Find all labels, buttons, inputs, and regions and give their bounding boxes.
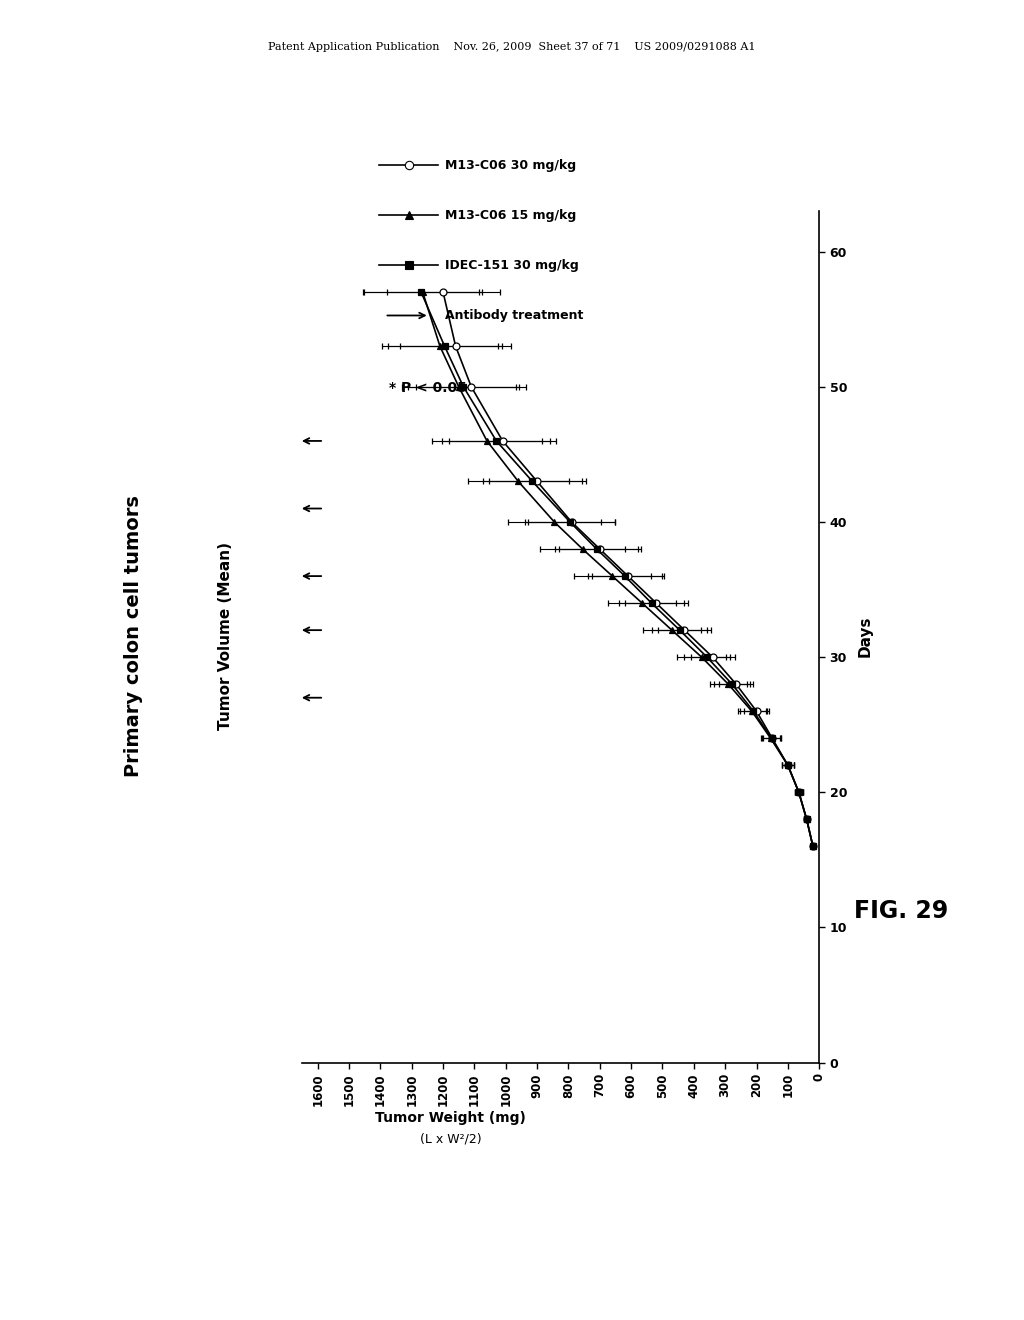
Text: M13-C06 15 mg/kg: M13-C06 15 mg/kg: [445, 209, 577, 222]
Text: Antibody treatment: Antibody treatment: [445, 309, 584, 322]
Text: (L x W²/2): (L x W²/2): [420, 1133, 481, 1146]
Text: IDEC-151 30 mg/kg: IDEC-151 30 mg/kg: [445, 259, 580, 272]
Text: * P < 0.05: * P < 0.05: [389, 381, 467, 395]
Text: FIG. 29: FIG. 29: [854, 899, 948, 923]
Text: Tumor Weight (mg): Tumor Weight (mg): [375, 1111, 526, 1126]
Text: Days: Days: [858, 615, 872, 657]
Text: M13-C06 30 mg/kg: M13-C06 30 mg/kg: [445, 158, 577, 172]
Text: Tumor Volume (Mean): Tumor Volume (Mean): [218, 543, 232, 730]
Text: Patent Application Publication    Nov. 26, 2009  Sheet 37 of 71    US 2009/02910: Patent Application Publication Nov. 26, …: [268, 42, 756, 53]
Text: Primary colon cell tumors: Primary colon cell tumors: [124, 495, 142, 777]
